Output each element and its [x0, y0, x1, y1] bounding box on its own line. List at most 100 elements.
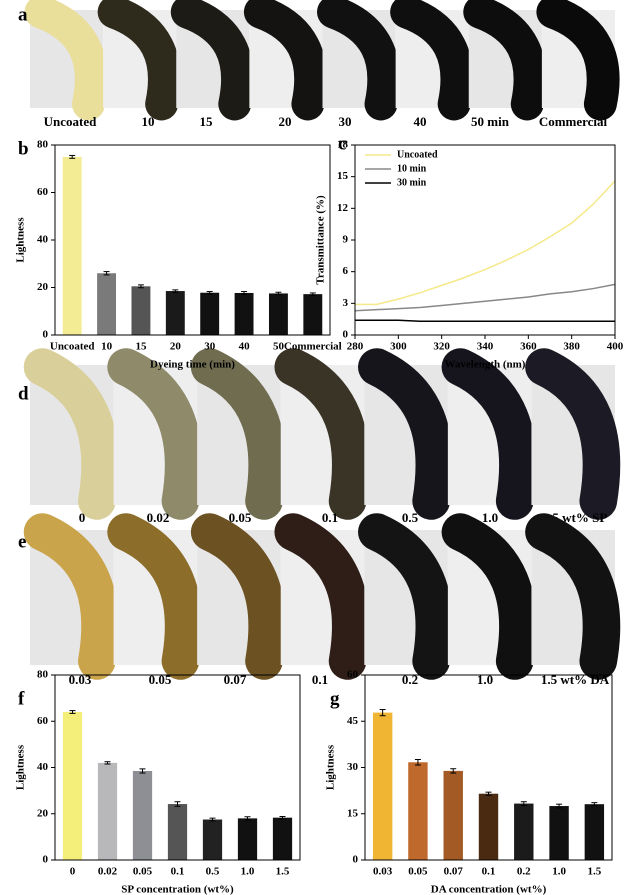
plot-frame [54, 674, 301, 861]
x-tick-label: 380 [563, 341, 580, 353]
y-tick-label: 30 [347, 761, 359, 773]
hair-swatch [358, 513, 454, 680]
hair-swatch [190, 348, 286, 520]
x-tick-label: 300 [390, 341, 407, 353]
x-tick-label: 0.2 [517, 866, 531, 878]
bar [237, 818, 258, 860]
y-axis-title: Lightness [15, 744, 27, 790]
error-bar [139, 768, 146, 774]
bar [167, 804, 188, 860]
hair-swatch [243, 0, 328, 121]
hair-swatch [317, 0, 401, 121]
hair-swatch [358, 348, 454, 520]
x-tick-label: 0.02 [98, 866, 118, 878]
photo-caption: 1.0 [477, 672, 493, 687]
x-tick-label: 400 [607, 341, 624, 353]
bar [272, 817, 293, 860]
hair-swatch [525, 513, 621, 680]
bar [97, 762, 118, 860]
y-tick-label: 60 [37, 186, 49, 198]
x-tick-label: 0.07 [444, 866, 464, 878]
x-tick-label: 0.1 [482, 866, 496, 878]
x-tick-label: 1.0 [552, 866, 566, 878]
x-tick-label: 0.5 [206, 866, 220, 878]
y-tick-label: 0 [353, 854, 359, 866]
photo-caption: 0.5 [402, 510, 419, 525]
x-axis-title: Dyeing time (min) [150, 359, 235, 371]
photo-caption: 0.02 [147, 510, 170, 525]
line-series [354, 283, 616, 312]
bar [131, 286, 151, 335]
bar [62, 156, 82, 335]
legend-label: Uncoated [397, 149, 438, 160]
x-tick-label: 0.05 [408, 866, 428, 878]
hair-swatch [390, 0, 474, 121]
x-tick-label: 360 [520, 341, 537, 353]
y-tick-label: 18 [337, 139, 349, 151]
bar [268, 293, 288, 335]
photo-caption: 0.1 [312, 672, 328, 687]
y-tick-label: 0 [43, 854, 49, 866]
error-bar [244, 816, 251, 821]
hair-swatch [170, 0, 254, 121]
photo-caption: 0.03 [69, 672, 92, 687]
x-tick-label: 20 [170, 341, 182, 353]
error-bar [279, 816, 286, 820]
hair-swatch [24, 0, 108, 121]
error-bar [174, 801, 181, 807]
error-bar [379, 709, 386, 717]
y-tick-label: 80 [37, 139, 49, 151]
photo-caption: 20 [279, 114, 292, 129]
x-tick-label: 15 [135, 341, 147, 353]
y-axis-title: Lightness [325, 744, 337, 790]
y-tick-label: 0 [343, 329, 349, 341]
photo-caption: 10 [142, 114, 155, 129]
photo-caption: 0.1 [322, 510, 338, 525]
hair-swatch [23, 513, 119, 680]
error-bar [556, 803, 563, 809]
x-tick-label: 40 [239, 341, 251, 353]
hair-swatch [190, 513, 286, 680]
error-bar [137, 284, 144, 289]
hair-swatch [97, 0, 181, 121]
photo-caption: 0.05 [229, 510, 252, 525]
x-tick-label: 1.5 [587, 866, 601, 878]
y-tick-label: 80 [37, 669, 49, 681]
x-tick-label: 1.5 [276, 866, 290, 878]
error-bar [206, 291, 213, 295]
x-tick-label: 30 [204, 341, 216, 353]
error-bar [69, 154, 76, 159]
plot-frame [354, 144, 616, 336]
y-tick-label: 9 [343, 234, 349, 246]
bar [165, 291, 185, 335]
y-tick-label: 45 [347, 715, 359, 727]
y-tick-label: 6 [343, 265, 349, 277]
error-bar [414, 758, 421, 766]
x-tick-label: 320 [433, 341, 450, 353]
x-tick-label: 0.05 [133, 866, 153, 878]
plot-frame [364, 674, 613, 861]
x-tick-label: 340 [477, 341, 494, 353]
hair-swatch [274, 513, 370, 680]
y-tick-label: 60 [37, 715, 49, 727]
error-bar [275, 291, 282, 296]
photo-caption: 1.5 wt% DA [541, 672, 610, 687]
photo-caption: Uncoated [44, 114, 97, 129]
hair-swatch [463, 0, 547, 121]
hair-swatch [441, 513, 537, 680]
photo-caption: 1.0 [482, 510, 498, 525]
photo-caption: Commercial [539, 114, 608, 129]
hair-swatch [274, 348, 370, 520]
panel-label: d [18, 383, 29, 404]
panel-label: g [330, 688, 340, 709]
bar [443, 770, 463, 860]
photo-caption: 50 min [471, 114, 510, 129]
y-tick-label: 40 [37, 761, 49, 773]
bar [549, 806, 569, 860]
hair-swatch [107, 513, 203, 680]
line-series [355, 319, 615, 323]
x-tick-label: 280 [347, 341, 364, 353]
error-bar [485, 791, 492, 796]
photo-caption: 0.07 [224, 672, 247, 687]
legend-label: 30 min [397, 177, 427, 188]
